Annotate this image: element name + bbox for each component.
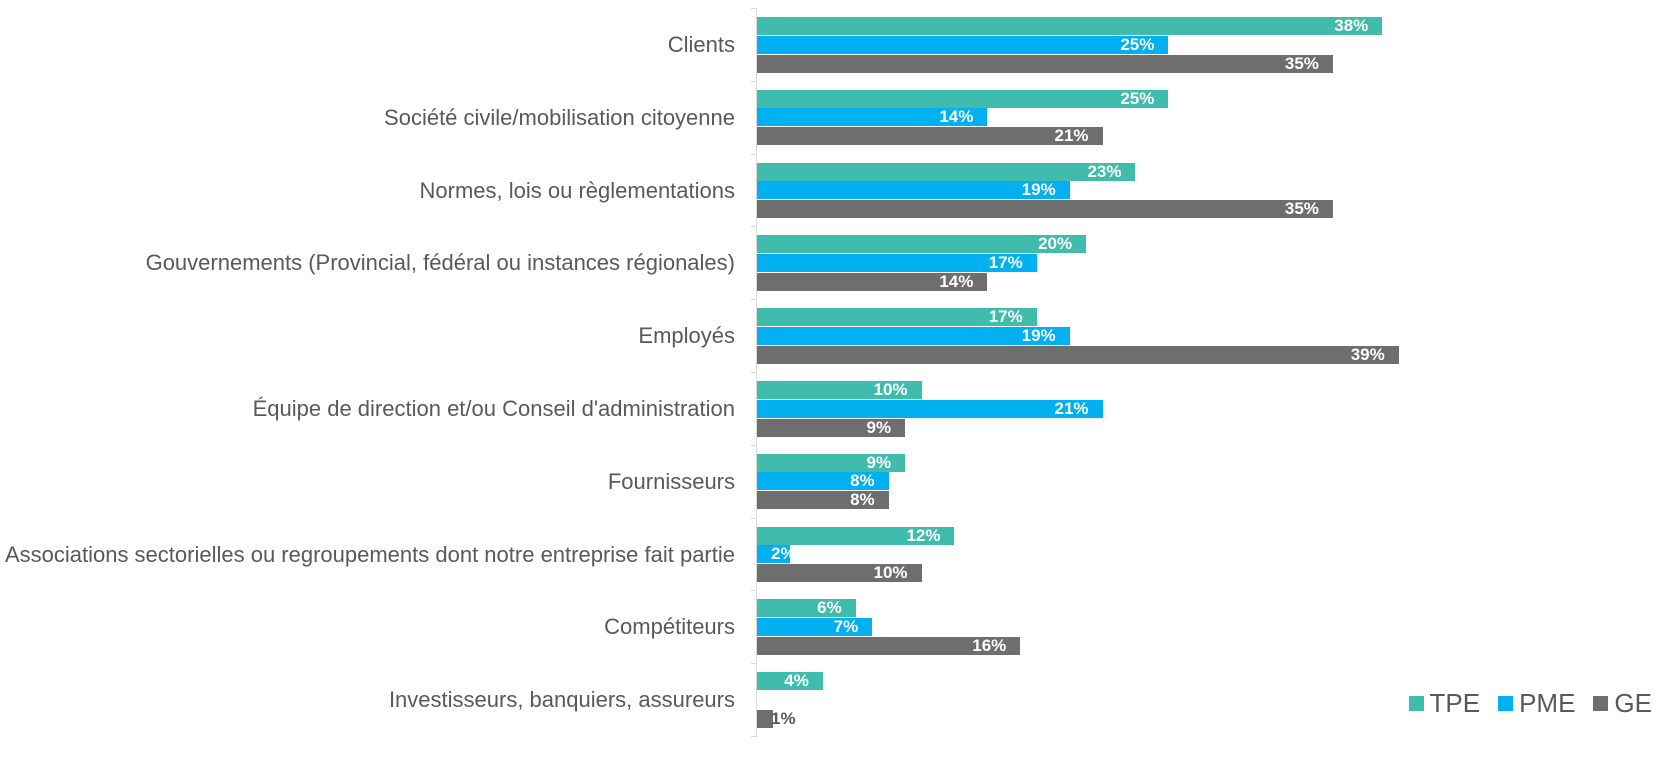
legend-label: TPE — [1429, 688, 1481, 718]
data-label: 16% — [972, 635, 1007, 655]
axis-tick — [751, 736, 757, 737]
axis-tick — [751, 444, 757, 446]
bar — [757, 453, 906, 472]
data-label: 21% — [1054, 398, 1089, 418]
legend-item: GE — [1593, 688, 1652, 719]
category-label: Associations sectorielles ou regroupemen… — [4, 541, 735, 567]
data-label: 35% — [1284, 199, 1319, 219]
axis-tick — [751, 8, 757, 9]
bar — [757, 235, 1087, 254]
legend-swatch — [1593, 696, 1609, 711]
bar — [757, 472, 889, 491]
data-label: 23% — [1087, 161, 1122, 181]
bar — [757, 599, 856, 618]
bar — [757, 181, 1070, 200]
bar — [757, 162, 1136, 181]
category-label: Société civile/mobilisation citoyenne — [384, 104, 735, 130]
data-label: 25% — [1120, 88, 1155, 108]
axis-tick — [751, 372, 757, 373]
bar — [757, 272, 988, 291]
bar — [757, 636, 1021, 655]
category-label: Compétiteurs — [604, 614, 735, 640]
data-label: 35% — [1284, 53, 1319, 73]
bar — [757, 308, 1037, 327]
legend-swatch — [1498, 696, 1514, 711]
bar — [757, 526, 955, 545]
category-label: Investisseurs, banquiers, assureurs — [388, 687, 735, 713]
data-label: 19% — [1021, 325, 1056, 345]
axis-tick — [751, 517, 757, 519]
legend: TPE PME GE — [1391, 688, 1652, 719]
category-label: Gouvernements (Provincial, fédéral ou in… — [145, 250, 735, 276]
category-label: Normes, lois ou règlementations — [419, 177, 735, 203]
data-label: 14% — [939, 107, 974, 127]
axis-tick — [751, 663, 757, 665]
bar — [757, 709, 774, 728]
bar — [757, 418, 906, 437]
data-label: 6% — [817, 598, 842, 618]
data-label: 38% — [1334, 16, 1369, 35]
bar — [757, 54, 1333, 73]
data-label: 14% — [939, 271, 974, 291]
legend-item: TPE — [1408, 688, 1481, 719]
axis-tick — [751, 226, 757, 228]
bar — [757, 345, 1399, 364]
category-label: Équipe de direction et/ou Conseil d'admi… — [252, 396, 735, 421]
data-label: 21% — [1054, 126, 1089, 146]
bar — [757, 253, 1037, 272]
legend-swatch — [1408, 696, 1424, 711]
bar — [757, 564, 922, 583]
data-label: 10% — [873, 563, 908, 583]
legend-item: PME — [1498, 688, 1575, 719]
data-label: 12% — [906, 525, 941, 545]
bar — [757, 200, 1333, 219]
axis-tick — [751, 153, 757, 155]
bar — [757, 672, 823, 691]
data-label: 1% — [771, 708, 796, 728]
data-label: 39% — [1350, 344, 1385, 364]
data-label: 17% — [988, 307, 1023, 327]
axis-tick — [751, 299, 757, 301]
data-label: 10% — [873, 380, 908, 399]
data-label: 25% — [1120, 34, 1155, 54]
bar — [757, 399, 1103, 418]
bar — [757, 127, 1103, 146]
data-label: 7% — [833, 616, 859, 636]
data-label: 17% — [988, 252, 1023, 272]
axis-tick — [751, 80, 757, 82]
bar — [757, 35, 1169, 54]
data-label: 9% — [866, 452, 892, 472]
axis-tick — [751, 590, 757, 592]
bar — [757, 381, 922, 399]
data-label: 19% — [1021, 180, 1056, 200]
bar — [757, 17, 1383, 35]
bar — [757, 108, 988, 127]
bar — [757, 617, 873, 636]
bar — [757, 545, 790, 564]
legend-label: PME — [1519, 688, 1576, 718]
legend-label: GE — [1614, 688, 1652, 718]
category-label: Employés — [638, 323, 735, 349]
bar — [757, 326, 1070, 345]
category-label: Fournisseurs — [607, 468, 735, 494]
data-label: 8% — [850, 490, 875, 510]
data-label: 4% — [784, 671, 809, 691]
data-label: 8% — [850, 471, 875, 491]
data-label: 20% — [1038, 234, 1073, 254]
bar — [757, 491, 889, 510]
category-label: Clients — [667, 32, 735, 57]
data-label: 2% — [771, 544, 796, 564]
data-label: 9% — [866, 417, 892, 437]
bar — [757, 89, 1169, 108]
